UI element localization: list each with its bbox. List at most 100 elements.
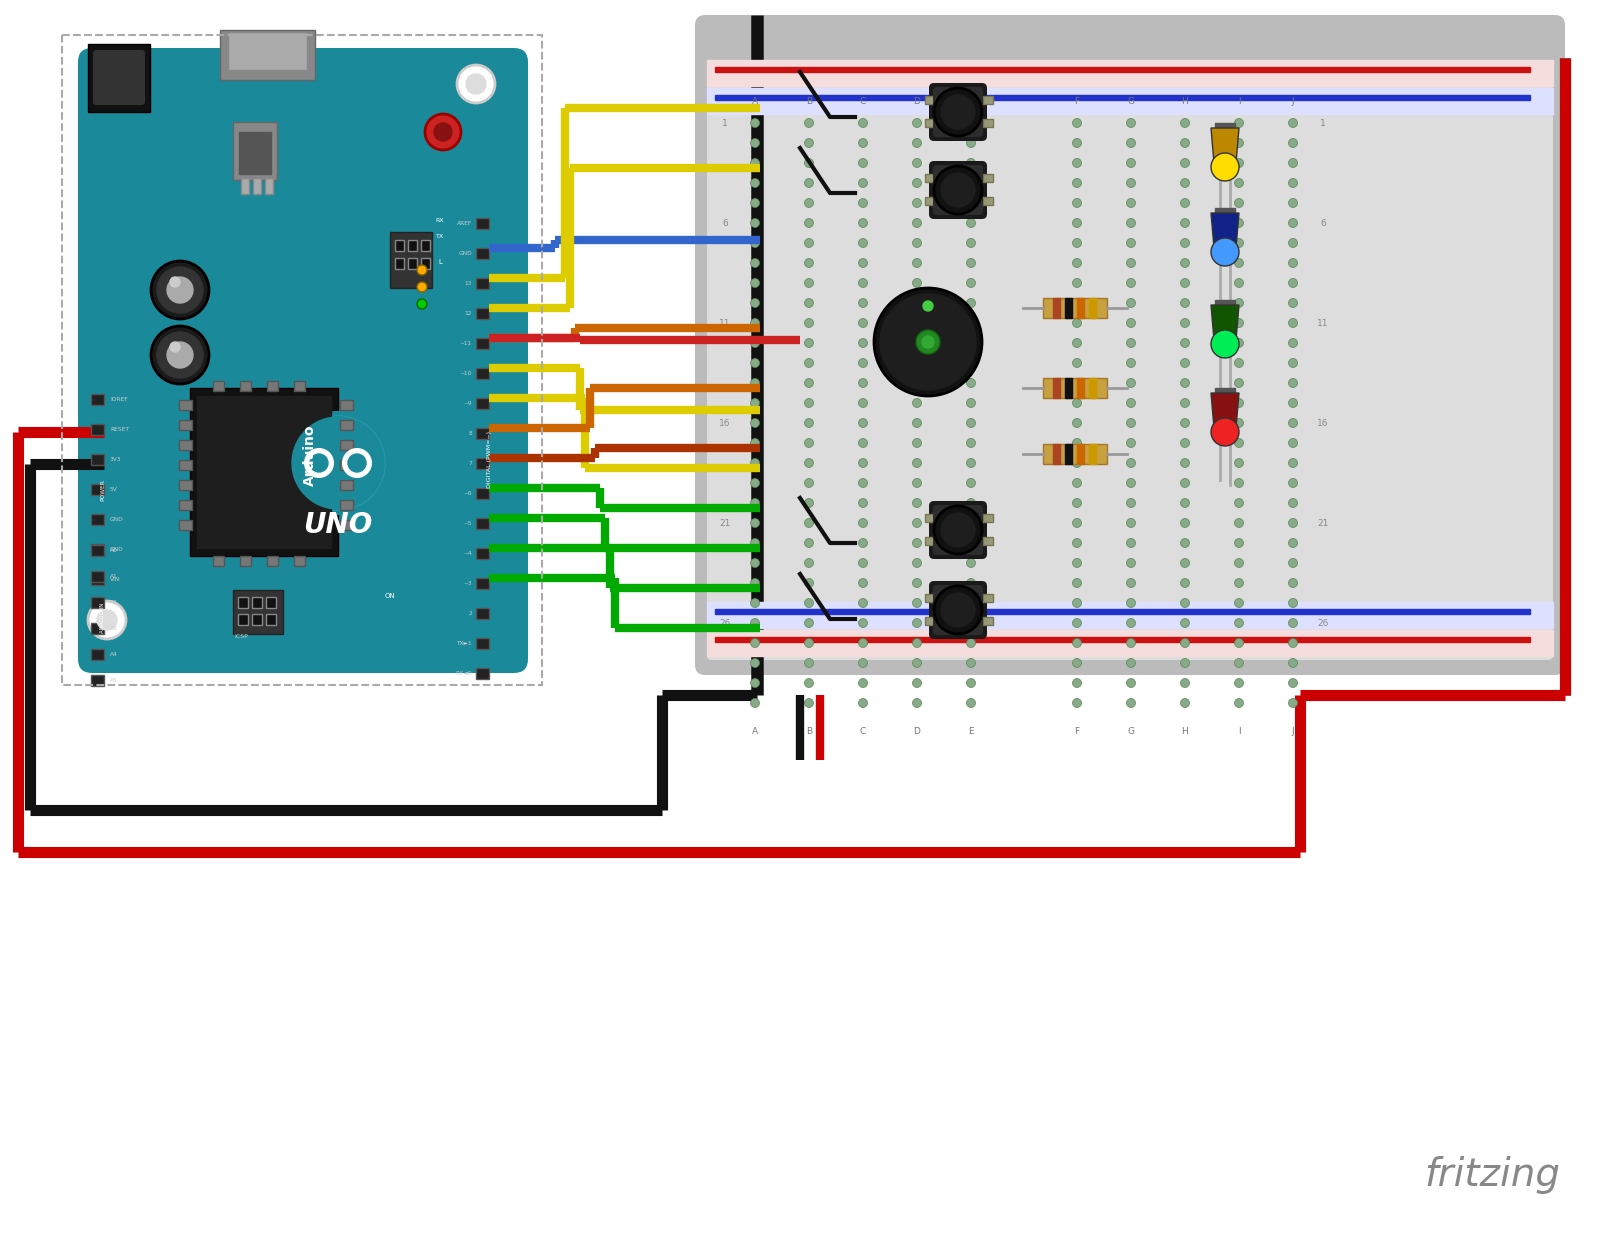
Circle shape <box>912 459 921 467</box>
Circle shape <box>751 519 759 528</box>
Circle shape <box>859 298 867 307</box>
Circle shape <box>1126 259 1136 268</box>
Text: J: J <box>1292 726 1294 736</box>
Circle shape <box>1234 279 1244 287</box>
Circle shape <box>751 138 759 148</box>
Circle shape <box>912 639 921 647</box>
Bar <box>475 608 490 619</box>
Circle shape <box>859 539 867 547</box>
Text: I: I <box>1237 726 1240 736</box>
Circle shape <box>1234 658 1244 667</box>
Circle shape <box>417 298 427 309</box>
Bar <box>1065 444 1071 464</box>
Text: RESET: RESET <box>110 427 129 432</box>
Bar <box>1078 444 1084 464</box>
Bar <box>179 480 192 490</box>
Circle shape <box>1073 298 1081 307</box>
Text: D: D <box>913 726 920 736</box>
Text: 16: 16 <box>719 418 731 428</box>
Circle shape <box>1289 259 1297 268</box>
Bar <box>190 388 338 556</box>
Bar <box>420 240 430 252</box>
Bar <box>475 218 490 229</box>
Bar <box>1089 444 1095 464</box>
Circle shape <box>1073 179 1081 187</box>
Circle shape <box>1289 539 1297 547</box>
Text: 3V3: 3V3 <box>110 457 121 462</box>
Text: RX: RX <box>435 217 445 222</box>
Circle shape <box>751 398 759 407</box>
Bar <box>340 420 353 430</box>
Circle shape <box>1073 439 1081 448</box>
Bar <box>1042 444 1107 464</box>
Circle shape <box>912 678 921 688</box>
Circle shape <box>1234 498 1244 508</box>
Text: GND: GND <box>110 547 124 552</box>
Circle shape <box>751 118 759 127</box>
Circle shape <box>967 658 976 667</box>
Bar <box>475 518 490 529</box>
Circle shape <box>1073 539 1081 547</box>
Circle shape <box>1126 678 1136 688</box>
Text: Arduino: Arduino <box>303 424 317 486</box>
Text: H: H <box>1181 726 1189 736</box>
Circle shape <box>804 118 814 127</box>
Bar <box>267 556 279 566</box>
Bar <box>234 591 284 634</box>
Circle shape <box>923 301 933 311</box>
Circle shape <box>859 439 867 448</box>
Text: ANALOG IN: ANALOG IN <box>100 603 105 634</box>
Circle shape <box>967 598 976 608</box>
Circle shape <box>1126 439 1136 448</box>
Circle shape <box>751 459 759 467</box>
Circle shape <box>1126 459 1136 467</box>
Bar <box>983 616 992 625</box>
Bar <box>90 514 105 525</box>
Circle shape <box>1289 459 1297 467</box>
Circle shape <box>1289 138 1297 148</box>
Bar <box>925 197 934 205</box>
Bar <box>1078 298 1084 318</box>
Circle shape <box>1181 678 1189 688</box>
Circle shape <box>751 619 759 628</box>
Bar <box>983 197 992 205</box>
Circle shape <box>751 218 759 228</box>
Polygon shape <box>1211 393 1239 428</box>
Circle shape <box>1073 478 1081 487</box>
Circle shape <box>417 265 427 275</box>
Circle shape <box>1289 598 1297 608</box>
Circle shape <box>751 439 759 448</box>
Circle shape <box>967 498 976 508</box>
Bar <box>475 428 490 439</box>
Circle shape <box>1234 118 1244 127</box>
Circle shape <box>912 298 921 307</box>
Circle shape <box>912 179 921 187</box>
Bar <box>340 520 353 530</box>
FancyBboxPatch shape <box>77 48 528 673</box>
Circle shape <box>921 337 934 348</box>
Circle shape <box>912 118 921 127</box>
Text: 21: 21 <box>1318 519 1329 528</box>
Circle shape <box>967 478 976 487</box>
Circle shape <box>967 439 976 448</box>
Circle shape <box>967 118 976 127</box>
Circle shape <box>967 138 976 148</box>
Bar <box>234 122 277 180</box>
Text: 21: 21 <box>720 519 731 528</box>
Circle shape <box>1181 238 1189 248</box>
Bar <box>1065 379 1071 398</box>
Circle shape <box>859 318 867 328</box>
Circle shape <box>1289 578 1297 587</box>
Text: H: H <box>1181 96 1189 106</box>
Circle shape <box>859 238 867 248</box>
Bar <box>242 178 250 194</box>
Circle shape <box>89 600 126 639</box>
Circle shape <box>1073 598 1081 608</box>
Bar <box>179 501 192 510</box>
Circle shape <box>1126 179 1136 187</box>
Circle shape <box>1234 339 1244 348</box>
Text: fritzing: fritzing <box>1424 1157 1559 1194</box>
Circle shape <box>859 498 867 508</box>
Bar <box>395 258 404 269</box>
Bar <box>925 120 934 127</box>
